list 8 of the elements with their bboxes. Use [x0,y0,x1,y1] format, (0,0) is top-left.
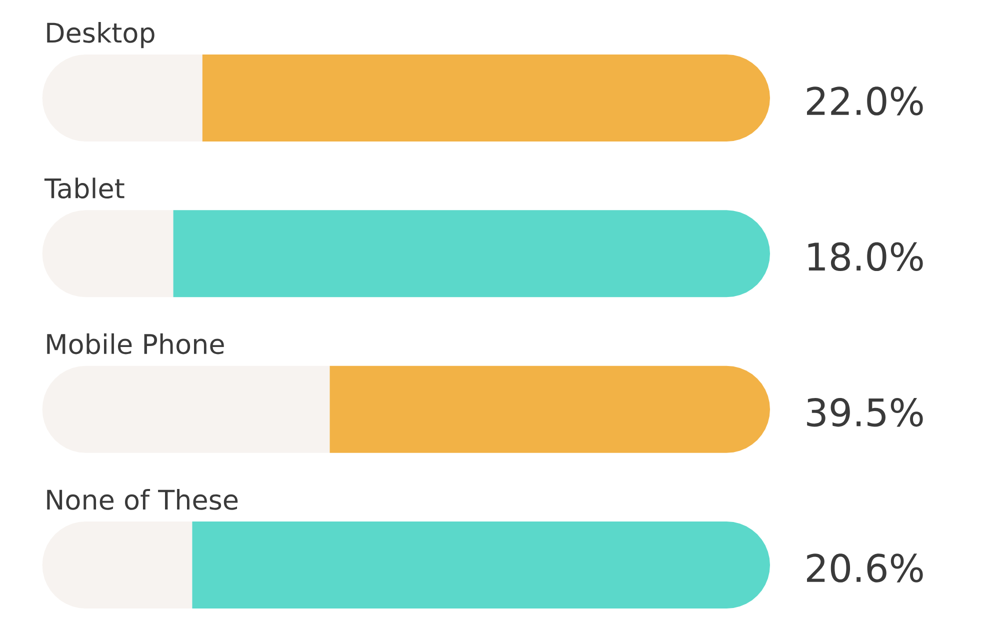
data-label: 18.0% [808,242,923,272]
data-label: 39.5% [807,398,923,427]
data-label: 20.6% [806,554,923,582]
data-label: 22.0% [806,86,923,116]
y-tick-label: Tablet [44,178,124,199]
y-tick-label: Desktop [47,22,154,48]
y-tick-label: Mobile Phone [47,333,224,354]
y-tick-label: None of These [47,489,238,510]
